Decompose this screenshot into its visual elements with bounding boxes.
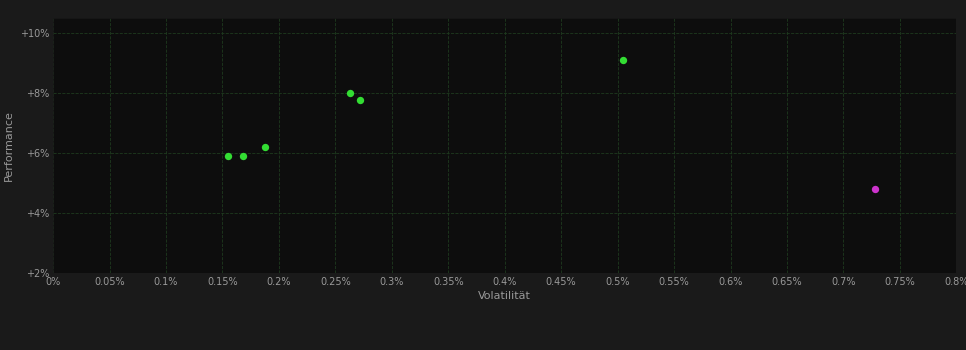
Y-axis label: Performance: Performance <box>4 110 14 181</box>
Point <box>258 144 273 149</box>
Point <box>342 90 357 96</box>
Point <box>235 153 250 159</box>
Point <box>353 97 368 103</box>
Point <box>615 57 631 62</box>
X-axis label: Volatilität: Volatilität <box>478 291 531 301</box>
Point <box>220 153 236 159</box>
Point <box>867 186 883 192</box>
